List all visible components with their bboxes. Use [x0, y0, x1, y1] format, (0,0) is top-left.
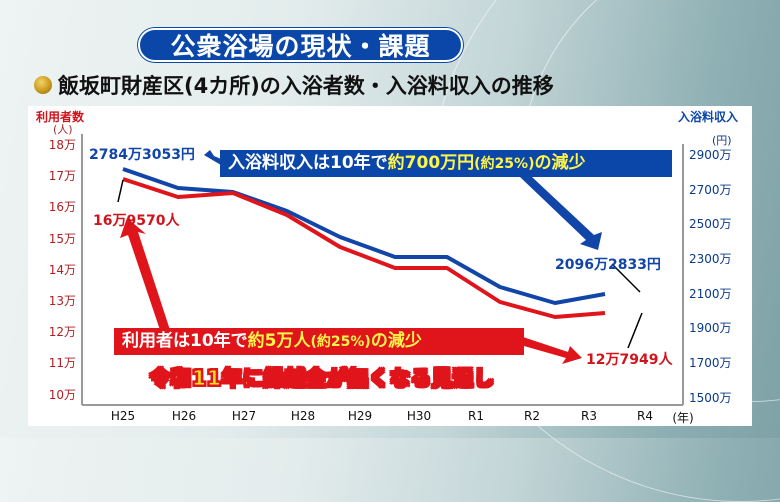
x-tick: R4 [637, 409, 653, 423]
revenue-end-label: 2096万2833円 [555, 257, 661, 273]
left-tick: 14万 [48, 263, 76, 277]
right-tick: 2900万 [689, 148, 732, 162]
banner-highlight: 約700万円 [387, 153, 475, 173]
banner-percent: (約25%) [474, 156, 535, 172]
banner-text: 入浴料収入は10年で [228, 153, 388, 173]
banner-percent: (約25%) [310, 334, 371, 350]
x-tick: R3 [581, 409, 597, 423]
right-axis-unit: (円) [712, 134, 732, 147]
x-tick: H29 [347, 409, 373, 423]
right-axis-title: 入浴料収入 [678, 110, 739, 124]
right-tick: 2100万 [689, 287, 732, 301]
right-tick: 2300万 [689, 252, 732, 266]
x-tick: H27 [231, 409, 257, 423]
outlook-note: 令和11年に繰越金が無くなる見通し [150, 366, 495, 391]
bullet-icon [34, 76, 52, 94]
users-start-arrow [120, 218, 170, 330]
users-decline-banner: 利用者は10年で約5万人(約25%)の減少 [114, 328, 524, 355]
chart-subtitle: 飯坂町財産区(4カ所)の入浴者数・入浴料収入の推移 [34, 71, 554, 99]
users-end-arrow [520, 336, 582, 364]
revenue-decline-banner: 入浴料収入は10年で約700万円(約25%)の減少 [220, 150, 672, 177]
left-tick: 17万 [48, 169, 76, 183]
x-tick: H28 [290, 409, 316, 423]
left-tick: 11万 [48, 356, 76, 370]
left-tick: 18万 [48, 138, 76, 152]
right-tick: 2500万 [689, 217, 732, 231]
subtitle-text: 飯坂町財産区(4カ所)の入浴者数・入浴料収入の推移 [58, 74, 554, 98]
banner-text: 利用者は10年で [122, 331, 248, 351]
left-axis-title: 利用者数 [36, 110, 85, 124]
x-tick: R1 [468, 409, 484, 423]
left-tick: 10万 [48, 388, 76, 402]
x-tick: H25 [110, 409, 136, 423]
revenue-start-label: 2784万3053円 [89, 147, 195, 163]
banner-suffix: の減少 [534, 153, 586, 173]
users-start-label: 16万9570人 [93, 213, 180, 229]
page-title: 公衆浴場の現状・課題 [138, 28, 463, 62]
x-tick: H30 [406, 409, 432, 423]
right-tick: 1700万 [689, 356, 732, 370]
left-tick: 13万 [48, 294, 76, 308]
x-axis-unit: (年) [672, 411, 694, 425]
right-tick: 2700万 [689, 183, 732, 197]
users-end-label: 12万7949人 [586, 352, 673, 368]
right-tick: 1500万 [689, 391, 732, 405]
chart-plot-area [81, 134, 684, 406]
banner-suffix: の減少 [370, 331, 422, 351]
left-tick: 15万 [48, 232, 76, 246]
users-line [122, 177, 606, 319]
x-tick: H26 [171, 409, 197, 423]
revenue-line [122, 167, 606, 305]
x-tick: R2 [524, 409, 540, 423]
left-tick: 12万 [48, 325, 76, 339]
banner-highlight: 約5万人 [247, 331, 311, 351]
left-tick: 16万 [48, 200, 76, 214]
left-axis-unit: (人) [53, 123, 73, 136]
revenue-end-arrow [520, 177, 602, 250]
right-tick: 1900万 [689, 321, 732, 335]
